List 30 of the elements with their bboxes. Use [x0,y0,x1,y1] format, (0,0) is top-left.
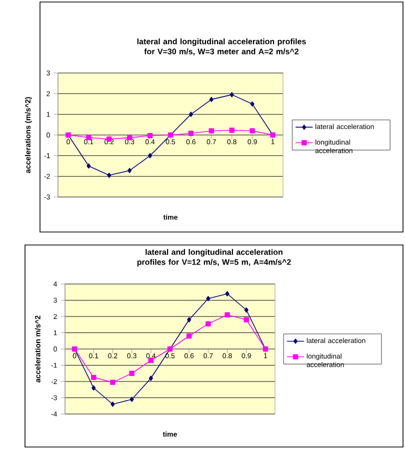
point [244,317,249,322]
point [187,317,192,322]
point [91,374,96,380]
point [110,402,115,407]
point [110,380,116,385]
point [92,385,96,391]
point [244,307,248,313]
point [230,92,234,98]
point [148,376,153,381]
point [250,128,255,134]
point [147,133,153,138]
point [188,112,194,117]
point [148,153,152,158]
point [225,291,230,296]
point [129,370,134,376]
point [229,128,234,133]
chart-title: lateral and longitudinal acceleration profiles for V=12 m/s, W=5 m, A=4m/s^2 [137,249,291,266]
point [188,130,194,136]
point [130,396,134,402]
chart-title: lateral and longitudinal acceleration profiles for V=30 m/s, W=3 meter and A=2 m/s^2 [137,38,306,56]
point [208,128,214,134]
point [86,163,91,169]
point [206,321,211,326]
point [107,172,112,178]
point [186,333,192,339]
point [224,312,230,318]
point [250,101,254,107]
point [206,296,210,302]
point [209,96,214,102]
point [128,168,132,174]
